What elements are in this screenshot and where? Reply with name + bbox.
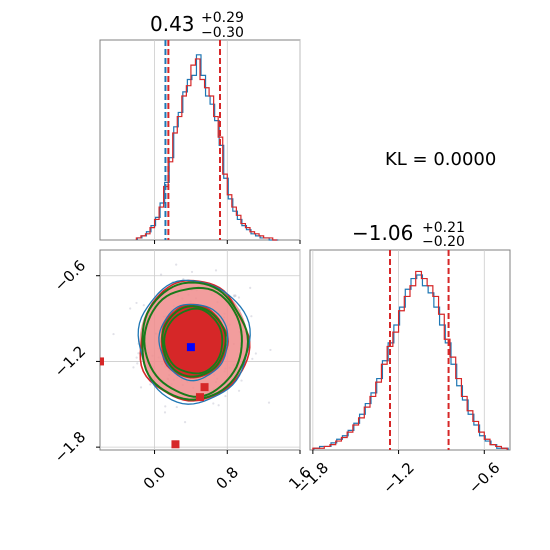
joint-scatter-point <box>267 401 271 404</box>
marginal-param2-panel: −1.8 −1.2 −0.6 <box>294 249 511 497</box>
joint-scatter-point <box>183 421 187 424</box>
joint-scatter-point <box>159 273 163 276</box>
param1-title-minus: −0.30 <box>201 25 244 41</box>
joint-scatter-point <box>249 286 252 289</box>
joint-contour-green-inner <box>161 305 227 378</box>
joint-scatter-point <box>237 296 241 299</box>
joint-scatter-point <box>164 405 167 408</box>
joint-scatter-point <box>251 357 254 360</box>
joint-scatter-point <box>217 404 220 407</box>
joint-x-ticks: 0.0 0.8 1.6 <box>140 450 315 493</box>
joint-scatter-point <box>96 305 98 307</box>
joint-scatter-point <box>240 379 243 382</box>
joint-fill-inner <box>160 304 227 379</box>
marginal-param2-x-tick-label-2: −0.6 <box>465 459 503 497</box>
joint-scatter-point <box>135 301 138 305</box>
joint-scatter-point <box>136 362 139 365</box>
joint-scatter-point <box>214 269 218 272</box>
joint-y-tick-label-2: −0.6 <box>51 256 89 294</box>
joint-scatter-point <box>149 383 152 386</box>
param1-title-plus: +0.29 <box>201 10 244 26</box>
marginal-param2-quantile-lines <box>389 250 450 450</box>
param1-title-value: 0.43 <box>150 12 195 36</box>
joint-scatter-point <box>132 366 135 369</box>
joint-contour-green-core <box>163 307 224 375</box>
joint-scatter-point <box>269 348 272 352</box>
marginal-param1-blue-histogram <box>136 54 279 241</box>
joint-scatter-point <box>212 402 215 405</box>
marginal-param1-ticks <box>154 240 301 244</box>
marginal-param1-grid <box>154 40 301 240</box>
joint-y-ticks: −1.8 −1.2 −0.6 <box>51 256 100 466</box>
param2-title-minus: −0.20 <box>422 234 465 250</box>
joint-outlier-marker-0 <box>100 357 104 366</box>
param2-title-value: −1.06 <box>352 221 413 245</box>
joint-markers <box>100 343 209 449</box>
joint-contour-green-outer <box>141 281 250 401</box>
marginal-param1-quantile-lines <box>164 40 221 240</box>
joint-scatter-point <box>163 411 167 414</box>
joint-scatter-point <box>175 263 178 266</box>
joint-scatter-point <box>139 386 143 389</box>
joint-scatter-point <box>190 270 194 274</box>
joint-filled-contours <box>139 281 248 402</box>
joint-scatter-point <box>250 315 253 318</box>
joint-y-tick-label-0: −1.8 <box>51 428 89 466</box>
joint-outlier-marker-1 <box>171 440 180 449</box>
joint-scatter-point <box>237 389 241 392</box>
param2-title: −1.06 +0.21 −0.20 <box>352 220 465 250</box>
joint-y-tick-label-1: −1.2 <box>51 342 89 380</box>
joint-contour-blue-inner <box>158 303 229 382</box>
joint-panel: −1.8−1.2−0.6 0.0 0.8 1.6 <box>51 249 315 493</box>
joint-scatter-point <box>129 307 132 310</box>
joint-x-tick-label-0: 0.0 <box>140 463 170 493</box>
marginal-param2-red-histogram <box>312 270 508 450</box>
joint-outlier-marker-2 <box>196 393 204 402</box>
joint-scatter-point <box>175 405 178 409</box>
marginal-param1-panel <box>99 39 301 244</box>
marginal-param2-x-tick-label-1: −1.2 <box>379 459 417 497</box>
joint-scatter-point <box>232 294 236 297</box>
param2-title-plus: +0.21 <box>422 220 465 236</box>
joint-contour-lines <box>137 279 251 405</box>
joint-x-tick-label-1: 0.8 <box>212 463 242 493</box>
joint-scatter-point <box>224 394 227 398</box>
joint-scatter-point <box>254 352 257 355</box>
param1-title: 0.43 +0.29 −0.30 <box>150 10 244 41</box>
joint-scatter-point <box>137 352 140 355</box>
joint-contour-green-mid <box>143 286 243 398</box>
marginal-param2-grid <box>312 250 485 450</box>
marginal-param2-x-ticks: −1.8 −1.2 −0.6 <box>294 450 504 497</box>
joint-scatter-point <box>112 332 115 336</box>
joint-truth-marker <box>186 343 195 352</box>
marginal-param1-red-histogram <box>135 58 278 241</box>
joint-scatter-point <box>135 356 138 359</box>
joint-outlier-marker-3 <box>200 383 209 392</box>
kl-annotation: KL = 0.0000 <box>385 149 496 170</box>
marginal-param2-blue-histogram <box>313 274 509 450</box>
joint-scatter-point <box>142 304 145 307</box>
joint-contour-blue-outer <box>137 279 251 405</box>
joint-scatter-point <box>182 277 185 281</box>
marginal-param2-frame <box>309 249 511 451</box>
